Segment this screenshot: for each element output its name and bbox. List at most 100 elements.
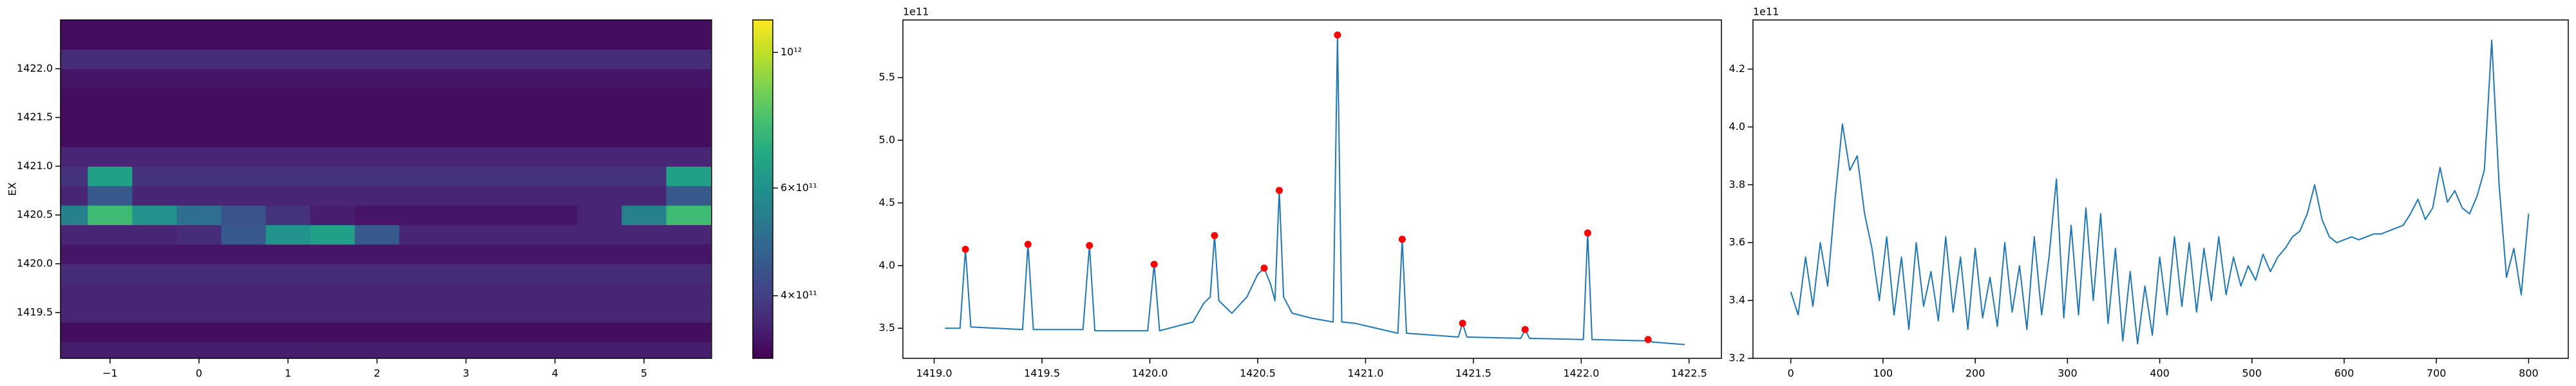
heatmap-cell (176, 107, 222, 128)
heatmap-cell (399, 225, 444, 245)
heatmap-cell (310, 20, 355, 30)
peak-marker (1275, 187, 1283, 194)
y-tick-label: 1420.5 (17, 208, 53, 221)
heatmap-cell (354, 244, 400, 264)
heatmap-cell (176, 88, 222, 109)
heatmap-cell (132, 30, 178, 50)
x-tick-label: 700 (2427, 367, 2447, 380)
heatmap-cell (354, 205, 400, 225)
x-tick-label: 0 (1788, 367, 1794, 380)
heatmap-cell (265, 20, 311, 30)
heatmap-cell (533, 283, 578, 304)
heatmap-cell (132, 283, 178, 304)
heatmap-cell (621, 244, 667, 264)
heatmap-cell (577, 283, 623, 304)
x-tick-label: 1420.0 (1132, 367, 1168, 380)
heatmap-cell (577, 205, 623, 225)
heatmap-cell (666, 302, 712, 323)
heatmap-cell (444, 68, 489, 89)
heatmap-cell (666, 225, 712, 245)
heatmap-cell (88, 88, 133, 109)
heatmap-cell (176, 30, 222, 50)
heatmap-cell (533, 30, 578, 50)
heatmap-cell (265, 127, 311, 147)
heatmap-cell (88, 322, 133, 342)
heatmap-cell (444, 107, 489, 128)
heatmap-cell (399, 68, 444, 89)
heatmap-cell (621, 49, 667, 69)
heatmap-cell (221, 147, 267, 167)
heatmap-cell (88, 107, 133, 128)
heatmap-cell (621, 185, 667, 206)
heatmap-cell (265, 283, 311, 304)
heatmap-cell (176, 185, 222, 206)
heatmap-cell (265, 342, 311, 358)
heatmap-cell (666, 147, 712, 167)
y-tick-label: 1422.0 (17, 62, 53, 74)
heatmap-cell (354, 88, 400, 109)
heatmap-cell (533, 107, 578, 128)
peak-marker (1260, 264, 1268, 272)
x-tick-label: 500 (2242, 367, 2262, 380)
heatmap-cell (88, 127, 133, 147)
heatmap-cell (533, 49, 578, 69)
heatmap-cell (176, 127, 222, 147)
heatmap-cell (399, 283, 444, 304)
heatmap-cell (61, 68, 88, 89)
heatmap-cell (666, 205, 712, 225)
heatmap-cell (132, 263, 178, 284)
heatmap-cell (176, 263, 222, 284)
heatmap-cell (265, 68, 311, 89)
heatmap-cell (265, 147, 311, 167)
heatmap-cell (221, 127, 267, 147)
heatmap-cell (61, 49, 88, 69)
heatmap-cell (88, 147, 133, 167)
heatmap-cell (488, 302, 533, 323)
heatmap-cell (533, 244, 578, 264)
heatmap-cell (399, 205, 444, 225)
heatmap-cell (444, 127, 489, 147)
heatmap-cell (533, 225, 578, 245)
heatmap-cell (310, 225, 355, 245)
heatmap-cell (221, 49, 267, 69)
heatmap-cell (533, 88, 578, 109)
heatmap-cell (577, 30, 623, 50)
heatmap-cell (221, 302, 267, 323)
y-tick-label: 4.2 (1729, 62, 1745, 75)
heatmap-cell (61, 302, 88, 323)
heatmap-cell (176, 68, 222, 89)
heatmap-cell (666, 88, 712, 109)
heatmap-cell (132, 20, 178, 30)
heatmap-cell (621, 205, 667, 225)
heatmap-cell (132, 107, 178, 128)
heatmap-cell (666, 244, 712, 264)
heatmap-cell (354, 342, 400, 358)
heatmap-cell (488, 49, 533, 69)
heatmap-cell (488, 342, 533, 358)
heatmap-cell (176, 322, 222, 342)
heatmap-cell (61, 185, 88, 206)
heatmap-cell (310, 166, 355, 187)
heatmap-cell (488, 88, 533, 109)
heatmap-cell (621, 302, 667, 323)
heatmap-cell (666, 20, 712, 30)
heatmap-cell (399, 20, 444, 30)
heatmap-cell (88, 225, 133, 245)
heatmap-cell (666, 68, 712, 89)
heatmap-cell (666, 263, 712, 284)
heatmap-cell (88, 283, 133, 304)
heatmap-cell (88, 166, 133, 187)
heatmap-cell (488, 166, 533, 187)
heatmap-cell (221, 283, 267, 304)
heatmap-cell (265, 244, 311, 264)
heatmap-cell (577, 49, 623, 69)
heatmap-cell (310, 49, 355, 69)
heatmap-cell (621, 166, 667, 187)
heatmap-cell (666, 107, 712, 128)
heatmap-cell (61, 342, 88, 358)
heatmap-cell (577, 88, 623, 109)
heatmap-cell (132, 342, 178, 358)
heatmap-cell (221, 30, 267, 50)
heatmap-cell (310, 147, 355, 167)
y-tick-label: 4.0 (1729, 120, 1745, 133)
